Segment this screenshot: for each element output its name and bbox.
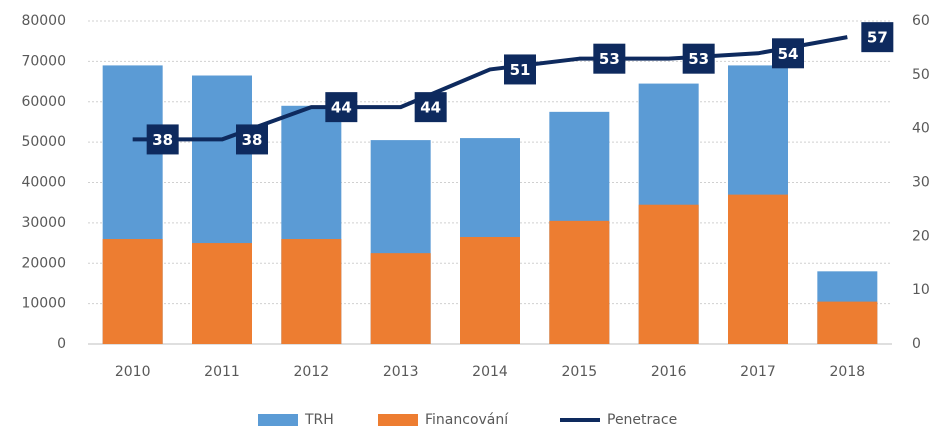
- legend-label: Financování: [425, 412, 509, 428]
- y2-tick-label: 50: [912, 67, 930, 83]
- x-tick-label: 2011: [204, 364, 240, 380]
- data-label-box: [504, 54, 536, 85]
- x-tick-label: 2014: [472, 364, 508, 380]
- data-label: 53: [599, 50, 620, 68]
- data-label-box: [146, 124, 179, 155]
- bar: [281, 239, 342, 344]
- data-label: 57: [867, 29, 888, 47]
- x-tick-label: 2017: [740, 364, 776, 380]
- x-tick-label: 2013: [383, 364, 419, 380]
- y2-tick-label: 40: [912, 121, 930, 137]
- data-label: 38: [242, 131, 263, 149]
- data-label-box: [236, 124, 268, 155]
- legend-swatch: [378, 414, 418, 426]
- y-tick-label: 60000: [21, 94, 66, 110]
- y2-tick-label: 20: [912, 228, 930, 244]
- data-label: 44: [331, 99, 352, 117]
- y-tick-label: 30000: [21, 215, 66, 231]
- y-tick-label: 50000: [21, 134, 66, 150]
- x-tick-label: 2018: [830, 364, 866, 380]
- x-tick-label: 2016: [651, 364, 687, 380]
- legend-swatch: [258, 414, 298, 426]
- bar: [370, 253, 431, 344]
- data-label: 51: [510, 61, 531, 79]
- y-tick-label: 0: [57, 336, 66, 352]
- data-label: 54: [778, 45, 799, 63]
- bar: [192, 243, 252, 344]
- y-tick-label: 40000: [21, 175, 66, 191]
- data-label-box: [861, 22, 894, 53]
- x-tick-label: 2012: [294, 364, 330, 380]
- data-label-box: [593, 43, 626, 74]
- x-tick-label: 2010: [115, 364, 151, 380]
- x-tick-label: 2015: [562, 364, 598, 380]
- y-tick-label: 70000: [21, 53, 66, 69]
- legend-label: Penetrace: [607, 412, 677, 428]
- data-label-box: [772, 38, 804, 69]
- y2-tick-label: 60: [912, 13, 930, 29]
- y2-tick-label: 30: [912, 175, 930, 191]
- data-label: 53: [688, 50, 709, 68]
- data-label-box: [325, 92, 358, 123]
- data-label-box: [682, 43, 715, 74]
- y2-tick-label: 0: [912, 336, 921, 352]
- y2-tick-label: 10: [912, 282, 930, 298]
- y-tick-label: 10000: [21, 296, 66, 312]
- bar: [817, 301, 878, 344]
- data-label-box: [414, 92, 447, 123]
- bar: [549, 220, 610, 344]
- bar: [728, 194, 788, 344]
- bar: [102, 239, 163, 344]
- y-tick-label: 80000: [21, 13, 66, 29]
- y-tick-label: 20000: [21, 255, 66, 271]
- bar: [638, 204, 699, 344]
- legend-label: TRH: [304, 412, 334, 428]
- bar: [460, 237, 520, 344]
- data-label: 44: [420, 99, 441, 117]
- data-label: 38: [152, 131, 173, 149]
